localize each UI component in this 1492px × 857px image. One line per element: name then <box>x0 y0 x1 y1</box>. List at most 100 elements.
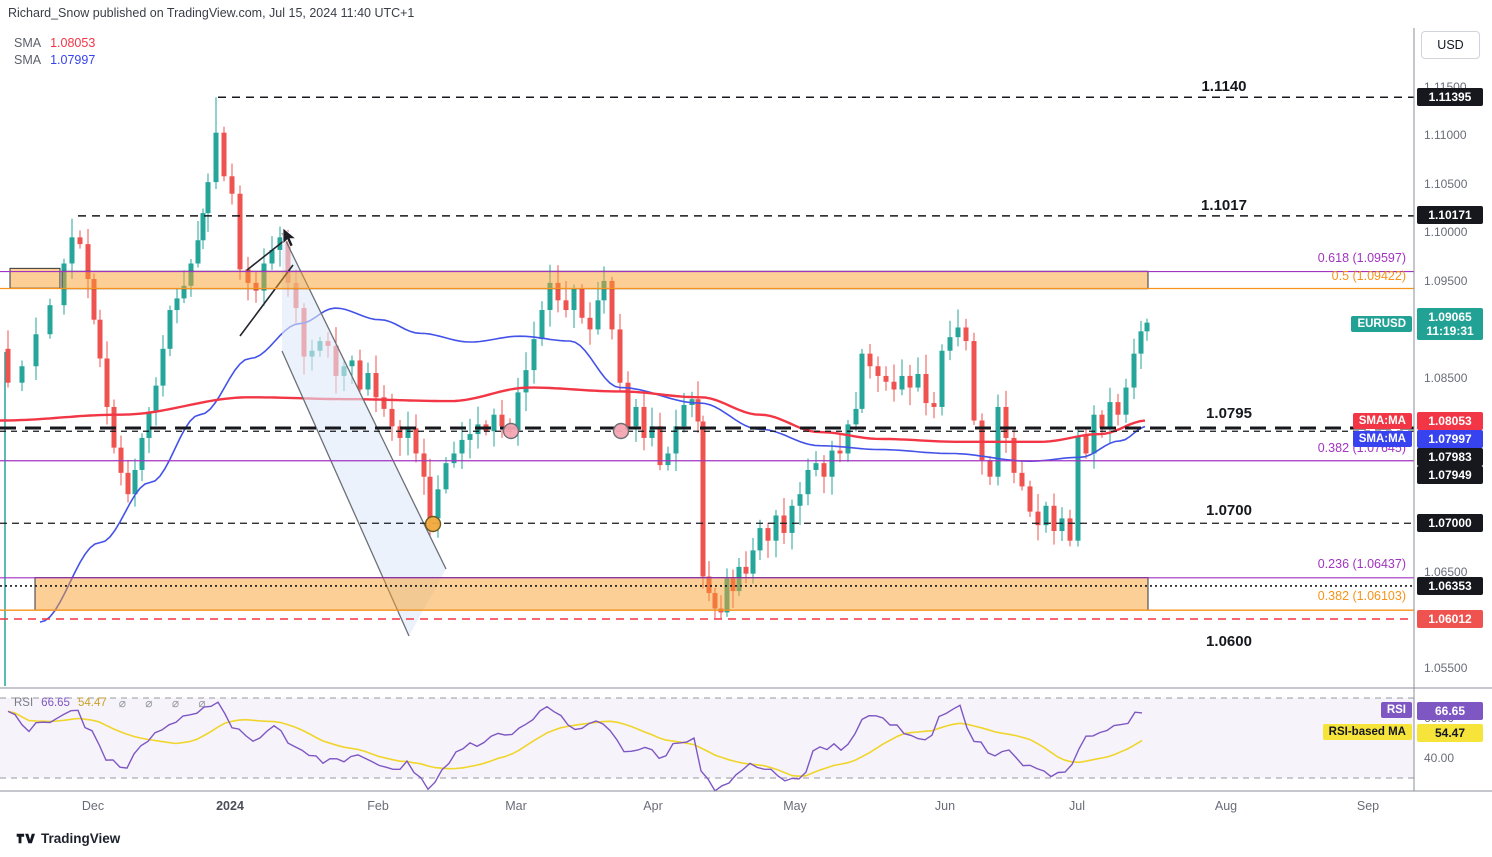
rsi-band <box>0 698 1414 778</box>
sma-label: SMA <box>14 36 42 50</box>
candle <box>515 392 521 431</box>
axis-price-label: 40.00 <box>1424 751 1455 765</box>
candle <box>132 469 138 495</box>
candle <box>955 327 961 338</box>
marker-circle <box>502 422 520 440</box>
candle <box>867 353 873 367</box>
candle <box>467 434 473 440</box>
candle <box>405 428 411 438</box>
candle <box>859 353 865 409</box>
candle <box>1075 436 1081 541</box>
price-axis-badge: 1.07997 <box>1417 430 1483 448</box>
time-axis-label: May <box>783 799 807 813</box>
sma-slow-line <box>39 307 1146 623</box>
candle <box>443 463 449 490</box>
rsi-label: RSI <box>14 697 34 709</box>
candle <box>1138 331 1144 354</box>
candle <box>435 489 441 519</box>
candle <box>601 280 607 301</box>
fib-level-label: 0.382 (1.06103) <box>1317 589 1406 603</box>
candle <box>365 373 371 390</box>
series-badge: SMA:MA <box>1352 431 1412 447</box>
candle <box>845 424 851 454</box>
axis-price-label: 1.05500 <box>1424 661 1468 675</box>
candle <box>349 360 355 367</box>
candle <box>657 426 663 466</box>
candle <box>971 341 977 421</box>
trend-channel <box>282 233 446 636</box>
candle <box>837 450 843 454</box>
currency-selector-button[interactable]: USD <box>1421 31 1480 59</box>
price-axis-badge: 1.10171 <box>1417 206 1483 224</box>
level-label: 1.0600 <box>1206 633 1252 650</box>
candle <box>1035 511 1041 526</box>
candle <box>125 472 131 495</box>
candle <box>499 414 505 427</box>
candle <box>743 566 749 574</box>
candle <box>563 300 569 311</box>
flag-trendline <box>246 239 286 271</box>
candle <box>1019 472 1025 487</box>
candle <box>595 300 601 330</box>
candle <box>617 329 623 383</box>
candle <box>1043 505 1049 526</box>
candle <box>539 310 545 340</box>
rsi-ma-value: 54.47 <box>77 697 107 709</box>
price-axis-badge: 66.65 <box>1417 702 1483 720</box>
candle <box>97 319 103 359</box>
price-axis-badge: 1.08053 <box>1417 412 1483 430</box>
candle <box>633 406 639 427</box>
candle <box>571 288 577 311</box>
candle <box>237 193 243 270</box>
candle <box>665 453 671 466</box>
price-axis-badge: 1.07000 <box>1417 514 1483 532</box>
candle <box>174 298 180 311</box>
candle <box>19 366 25 383</box>
series-badge: EURUSD <box>1351 316 1412 332</box>
candle <box>641 406 647 438</box>
legend-sma-slow[interactable]: SMA 1.07997 <box>14 53 95 67</box>
candle <box>160 348 166 386</box>
candle <box>229 176 235 194</box>
candle <box>1011 437 1017 473</box>
candle <box>609 280 615 330</box>
price-axis-badge: 1.06012 <box>1417 610 1483 628</box>
tradingview-attribution-link[interactable]: TradingView <box>16 831 120 846</box>
candle <box>931 403 937 407</box>
candle <box>875 366 881 376</box>
price-axis-badge: 1.07949 <box>1417 466 1483 484</box>
axis-price-label: 1.09500 <box>1424 274 1468 288</box>
candle <box>47 305 53 335</box>
candle <box>269 249 275 264</box>
price-axis-badge: 1.11395 <box>1417 88 1483 106</box>
level-label: 1.0700 <box>1206 502 1252 519</box>
supply-demand-zone <box>61 270 1149 290</box>
time-axis-label: Dec <box>81 799 105 813</box>
time-axis-label: Apr <box>643 799 663 813</box>
candle <box>765 528 771 541</box>
legend-sma-fast[interactable]: SMA 1.08053 <box>14 36 95 50</box>
candle <box>757 528 763 551</box>
time-axis-label: 2024 <box>216 799 244 813</box>
candle <box>1115 402 1121 415</box>
candle <box>195 240 201 264</box>
rsi-ma-line <box>7 710 1143 778</box>
price-axis-badge: 1.07983 <box>1417 448 1483 466</box>
axis-price-label: 1.11000 <box>1424 128 1467 142</box>
candle <box>891 381 897 390</box>
time-axis-label: Sep <box>1356 799 1380 813</box>
rsi-line <box>7 701 1143 792</box>
candle <box>979 420 985 461</box>
candle <box>523 370 529 393</box>
candle <box>829 450 835 477</box>
axis-price-label: 1.08500 <box>1424 371 1468 385</box>
sma-fast-line <box>0 386 1146 443</box>
time-axis-label: Feb <box>367 799 389 813</box>
candle <box>205 182 211 214</box>
candle <box>139 437 145 470</box>
candle <box>381 397 387 409</box>
mouse-cursor-icon <box>282 227 297 248</box>
rsi-header[interactable]: RSI 66.65 54.47 ⌀ ⌀ ⌀ ⌀ <box>14 696 214 710</box>
